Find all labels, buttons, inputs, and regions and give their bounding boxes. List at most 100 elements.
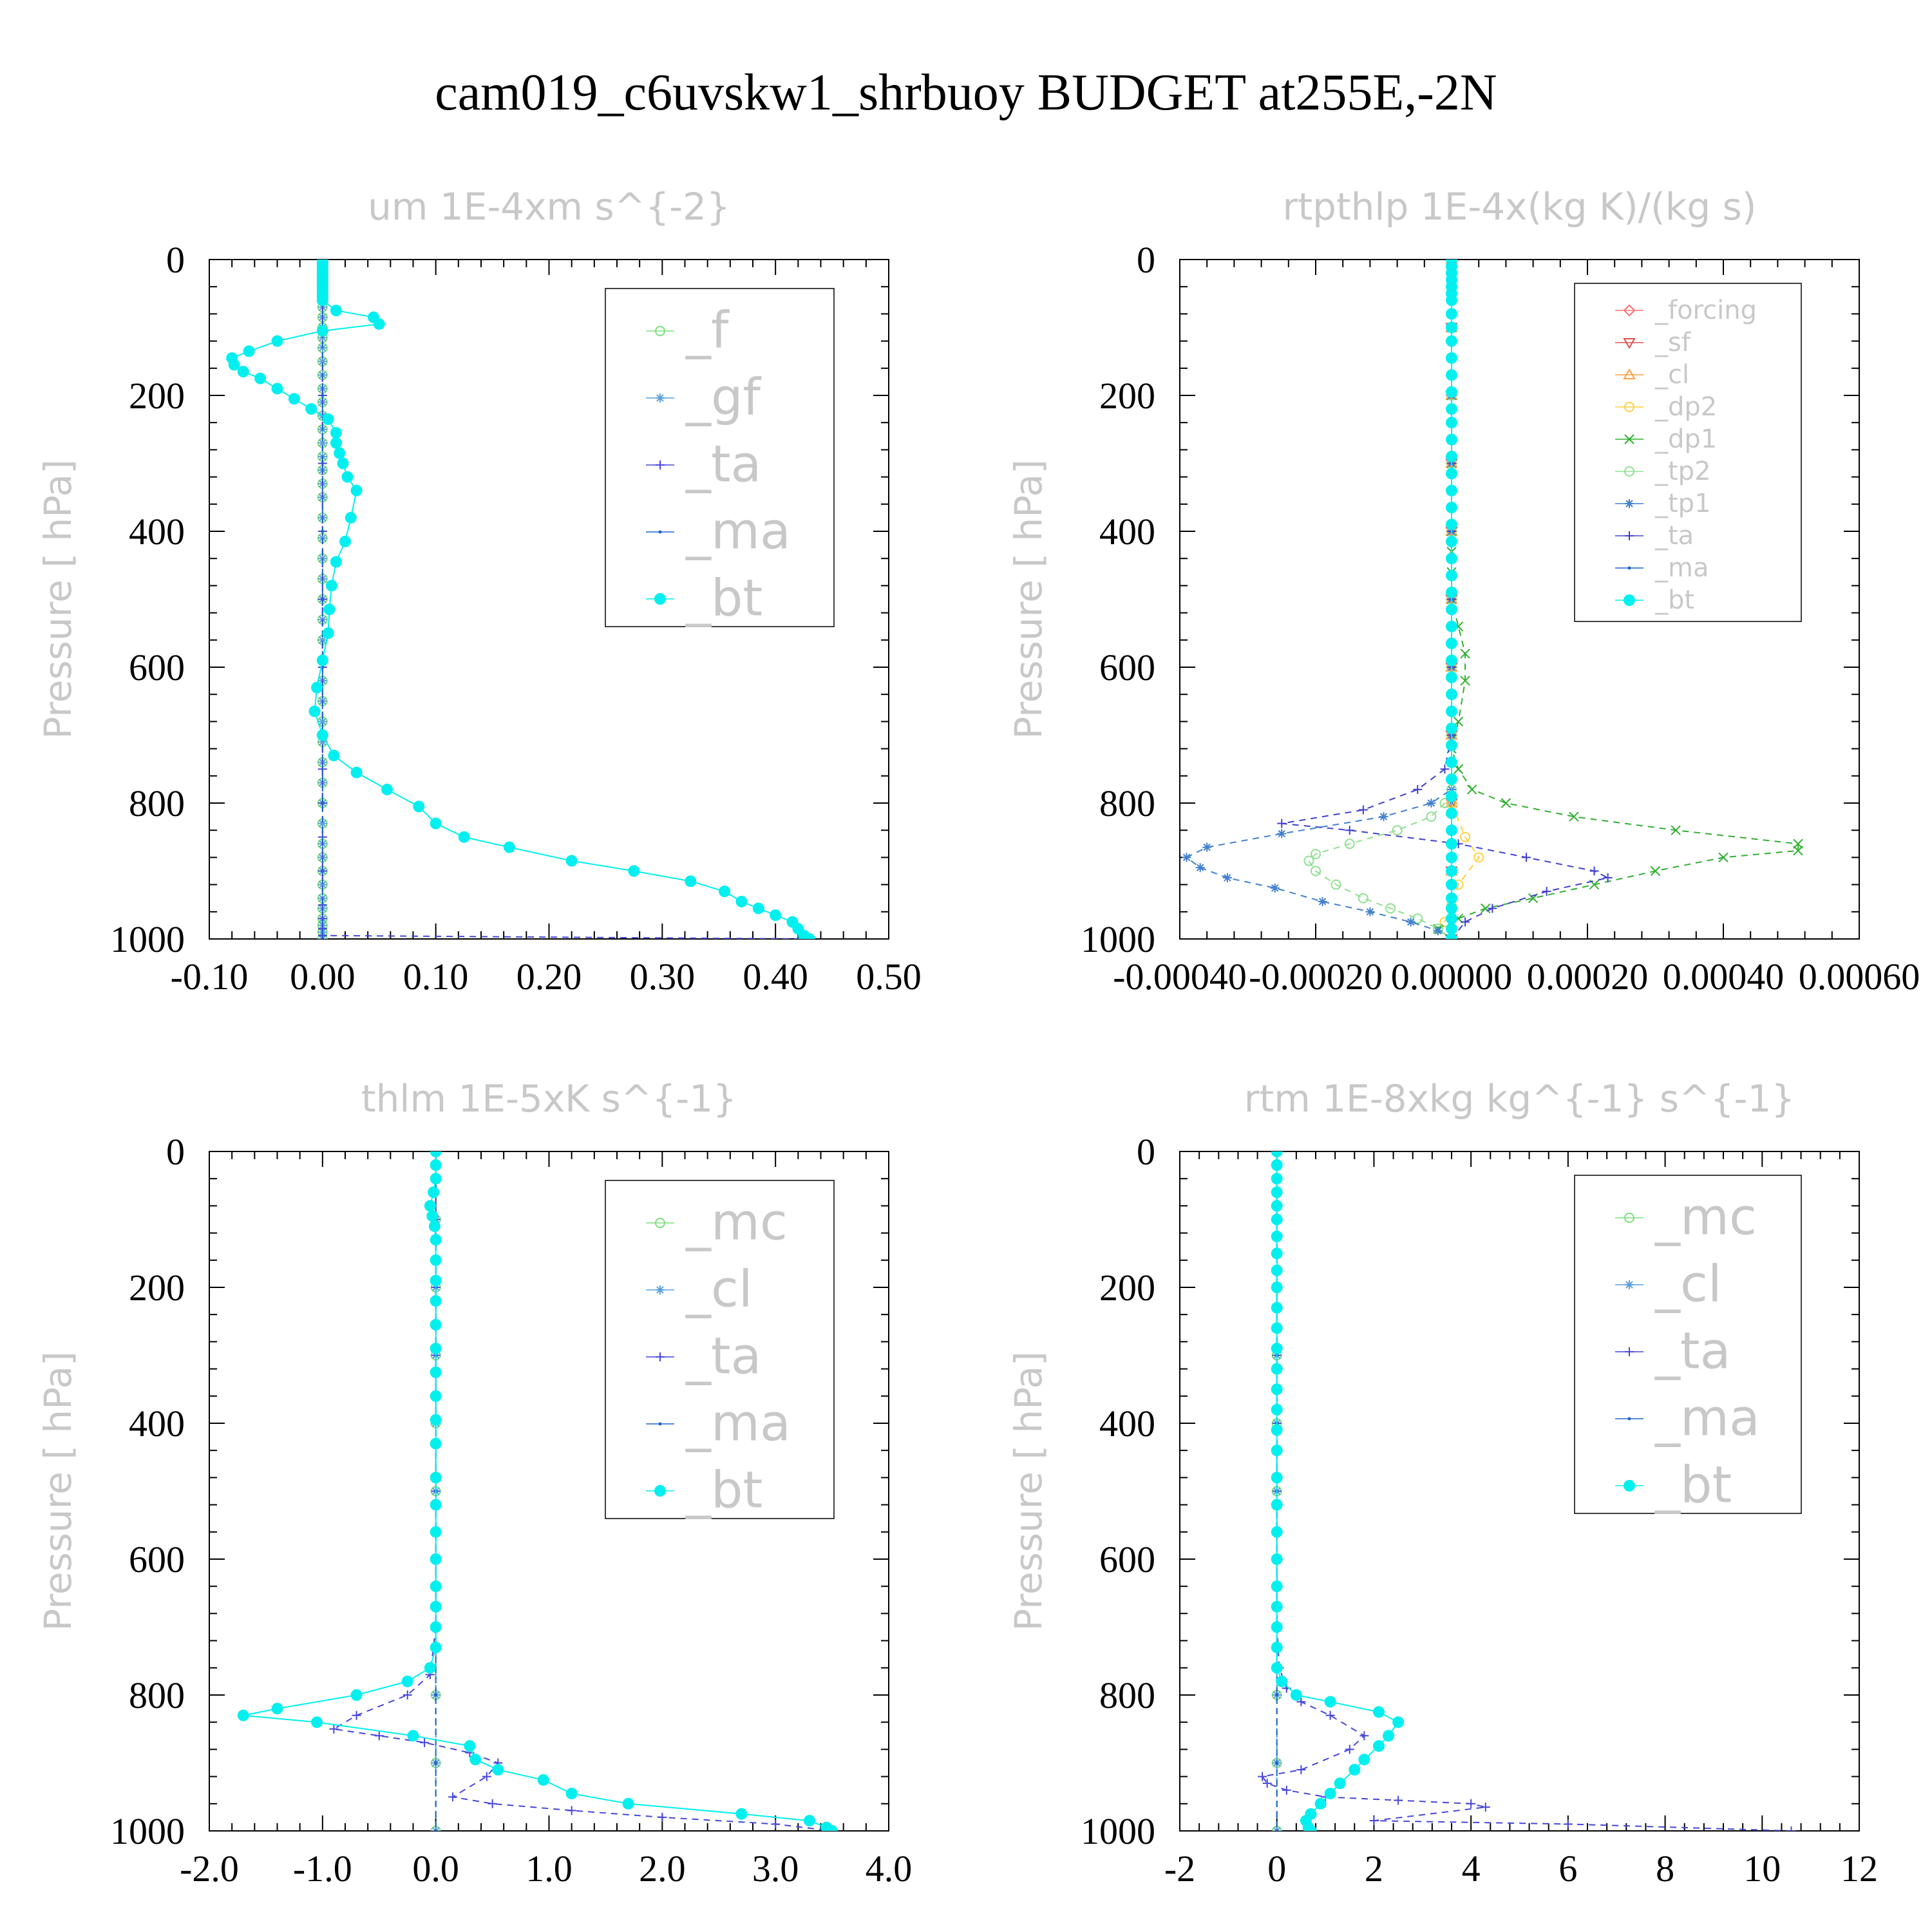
legend-marker [1625, 1280, 1634, 1289]
legend-entry: _bt [1615, 585, 1694, 615]
data-point [1275, 1693, 1279, 1697]
legend-marker [654, 1485, 666, 1497]
data-point [1282, 1785, 1291, 1795]
data-point [316, 729, 328, 741]
data-point [1446, 865, 1457, 877]
data-point [1481, 903, 1491, 914]
data-point [622, 1797, 634, 1810]
plot-area [226, 260, 815, 939]
data-point [770, 909, 782, 922]
y-axis-label: Pressure [ hPa] [1007, 1351, 1050, 1631]
data-point [1271, 1499, 1283, 1511]
x-tick-label: 4 [1462, 1848, 1481, 1889]
data-point [1271, 1173, 1283, 1185]
data-point [334, 447, 346, 459]
data-point [430, 1553, 442, 1565]
legend-marker [1625, 531, 1634, 540]
data-point [1603, 873, 1613, 883]
data-point [1460, 831, 1471, 842]
data-point [1446, 671, 1457, 683]
data-point [330, 556, 342, 568]
x-tick-label: 2 [1365, 1848, 1383, 1889]
data-point [1318, 896, 1327, 906]
data-point [330, 437, 342, 449]
data-point [1379, 812, 1388, 822]
series-line [1185, 260, 1452, 939]
legend-label: _tp1 [1654, 489, 1711, 518]
legend-entry: _cl [1615, 360, 1689, 390]
x-tick-label: 0.00020 [1527, 956, 1649, 998]
data-point [430, 1390, 442, 1402]
legend-label: _cl [1654, 1256, 1722, 1314]
y-tick-label: 800 [1099, 782, 1155, 824]
series_bt [237, 1151, 838, 1831]
data-point [1270, 883, 1280, 893]
data-point [430, 1295, 442, 1307]
data-point [1271, 1662, 1283, 1674]
data-point [1277, 819, 1287, 828]
data-point [305, 403, 317, 415]
data-point [1481, 1803, 1490, 1812]
series_bt [226, 260, 815, 939]
legend-marker [1625, 499, 1634, 508]
x-tick-label: 0.50 [856, 956, 922, 998]
data-point [424, 1200, 436, 1212]
data-point [1271, 1213, 1283, 1226]
data-point [1460, 649, 1470, 659]
data-point [1271, 1342, 1283, 1354]
data-point [503, 841, 515, 853]
data-point [1271, 1363, 1283, 1375]
data-point [628, 865, 640, 877]
data-point [430, 1274, 442, 1287]
legend: _mc _cl _ta _ma _bt [605, 1180, 835, 1520]
panel-2: rtpthlp 1E-4x(kg K)/(kg s) Pressure [ hPa… [1007, 185, 1920, 998]
data-point [1542, 887, 1551, 896]
data-point [1446, 450, 1457, 462]
legend-box [605, 1180, 835, 1519]
data-point [350, 484, 363, 497]
y-tick-label: 1000 [1081, 1810, 1155, 1852]
legend-label: _bt [1654, 1457, 1732, 1515]
data-point [1446, 369, 1457, 381]
data-point [1446, 913, 1457, 925]
data-point [1793, 846, 1803, 856]
data-point [430, 1254, 442, 1266]
series_bt [1271, 1151, 1405, 1831]
data-point [407, 1730, 419, 1742]
data-point [311, 681, 323, 694]
data-point [1271, 1403, 1283, 1416]
data-point [1563, 1819, 1573, 1829]
data-point [339, 535, 351, 547]
data-point [254, 372, 267, 384]
data-point [243, 345, 255, 357]
data-point [1358, 893, 1368, 904]
data-point [317, 880, 327, 889]
data-point [1446, 321, 1457, 334]
data-point [430, 1526, 442, 1538]
data-point [482, 1772, 491, 1781]
data-point [735, 895, 748, 907]
x-tick-label: 10 [1743, 1848, 1781, 1889]
legend: _f _gf _ta _ma _bt [605, 288, 835, 628]
x-tick-label: -0.00040 [1113, 956, 1247, 998]
legend-label: _bt [1654, 585, 1694, 615]
data-point [1290, 1689, 1302, 1701]
y-tick-label: 200 [1099, 1267, 1155, 1309]
data-point [321, 529, 325, 533]
plot-area [1182, 260, 1803, 939]
data-point [317, 717, 327, 726]
legend-box [605, 288, 835, 627]
data-point [1271, 1322, 1283, 1334]
y-tick-label: 1000 [110, 918, 185, 960]
legend-entry: _ma [646, 503, 791, 561]
y-tick-label: 200 [129, 1267, 185, 1309]
data-point [1466, 784, 1477, 795]
data-point [430, 1580, 442, 1593]
data-point [1277, 829, 1287, 838]
panel-title: thlm 1E-5xK s^{-1} [361, 1077, 737, 1121]
x-tick-label: -2.0 [180, 1848, 239, 1889]
legend-entry: _tp2 [1615, 457, 1711, 486]
legend-entry: _ta [1615, 1323, 1730, 1381]
data-point [1394, 1795, 1403, 1805]
